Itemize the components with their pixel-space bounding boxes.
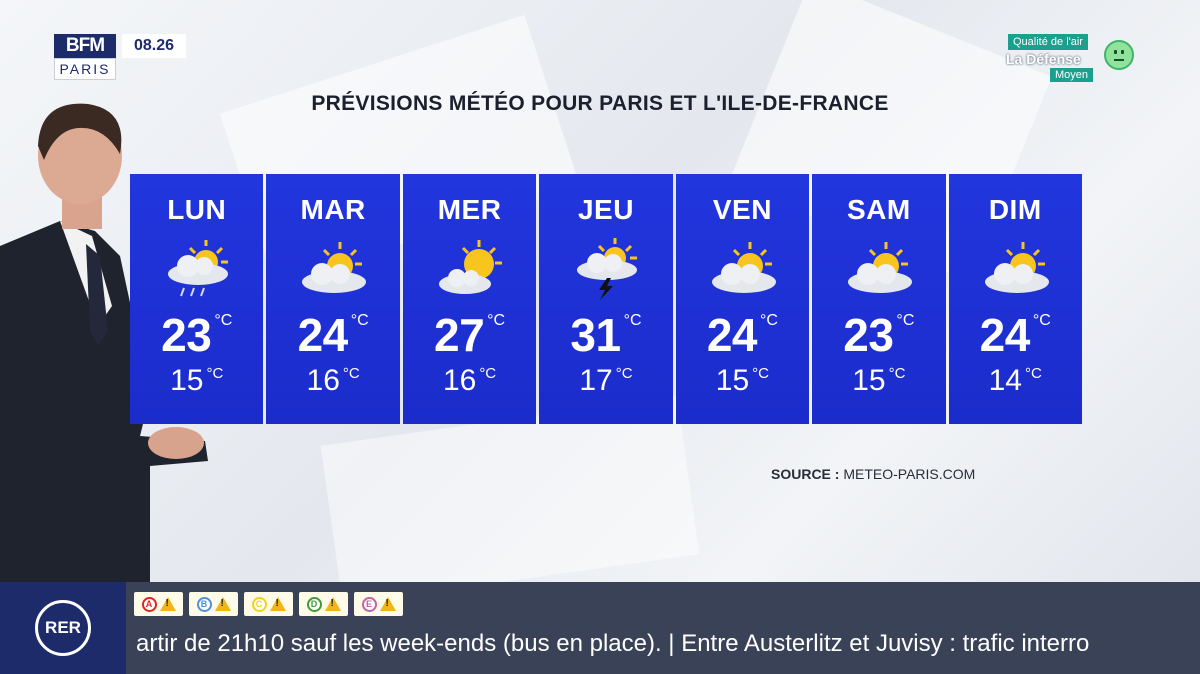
warning-icon	[379, 597, 396, 611]
day-name: JEU	[577, 194, 634, 225]
warning-icon	[214, 597, 231, 611]
rer-line-status: E	[354, 592, 403, 616]
max-temperature: 23 °C	[161, 309, 233, 361]
source-credit: SOURCE : METEO-PARIS.COM	[771, 466, 975, 482]
rer-line-letter: D	[306, 596, 322, 612]
day-card: MER 27 °C 16 °C	[402, 174, 537, 424]
min-temperature: 15 °C	[170, 364, 224, 397]
page-title: PRÉVISIONS MÉTÉO POUR PARIS ET L'ILE-DE-…	[311, 92, 889, 115]
sun-cloud-icon	[711, 242, 776, 293]
air-quality-level: Moyen	[1050, 68, 1094, 82]
day-name: MER	[437, 194, 502, 225]
sun-cloud-icon	[984, 242, 1049, 293]
day-card: JEU 31 °C 17 °C	[539, 174, 673, 424]
logo-city: PARIS	[54, 58, 116, 80]
rer-line-letter: E	[361, 596, 377, 612]
rer-line-status: C	[244, 592, 293, 616]
day-name: LUN	[167, 194, 227, 225]
min-temperature: 16 °C	[442, 364, 497, 397]
presenter	[0, 103, 208, 586]
day-name: VEN	[712, 194, 772, 225]
max-temperature: 24 °C	[297, 309, 369, 361]
source-value: METEO-PARIS.COM	[843, 466, 976, 482]
channel-logo: BFM PARIS	[54, 34, 116, 82]
sun-cloud-storm-icon	[577, 238, 638, 300]
day-card: SAM 23 °C 15 °C	[812, 174, 946, 424]
sun-cloud-icon	[438, 240, 502, 294]
air-quality-widget: Qualité de l'air La Défense Moyen	[1002, 34, 1142, 84]
day-card: DIM 24 °C 14 °C	[948, 174, 1082, 424]
logo-brand: BFM	[54, 34, 116, 58]
day-name: SAM	[846, 194, 911, 225]
background-shape	[320, 395, 700, 605]
rer-badge: RER	[35, 600, 91, 656]
rer-line-status: A	[134, 592, 183, 616]
warning-icon	[159, 597, 176, 611]
air-quality-place: La Défense	[1006, 51, 1081, 67]
rer-badge-box: RER	[0, 582, 126, 674]
rer-line-status: D	[299, 592, 348, 616]
sun-cloud-icon	[302, 242, 367, 293]
max-temperature: 27 °C	[433, 309, 506, 361]
min-temperature: 14 °C	[988, 364, 1042, 397]
min-temperature: 16 °C	[306, 364, 360, 397]
max-temperature: 31 °C	[570, 309, 642, 361]
sun-cloud-rain-icon	[168, 240, 228, 297]
max-temperature: 23 °C	[843, 309, 915, 361]
warning-icon	[269, 597, 286, 611]
day-card: LUN 23 °C 15 °C	[130, 174, 264, 424]
news-ticker: RER A B C D E artir de 21h10 sauf les we…	[0, 582, 1200, 674]
min-temperature: 15 °C	[852, 364, 906, 397]
day-card: VEN 24 °C 15 °C	[675, 174, 810, 424]
source-label: SOURCE :	[771, 466, 840, 482]
warning-icon	[324, 597, 341, 611]
rer-line-letter: C	[251, 596, 267, 612]
rer-line-letter: B	[196, 596, 212, 612]
max-temperature: 24 °C	[979, 309, 1051, 361]
neutral-face-icon	[1104, 40, 1134, 70]
min-temperature: 15 °C	[715, 364, 769, 397]
day-name: DIM	[988, 194, 1042, 225]
forecast-panel: LUN 23 °C 15 °C MAR 24 °C 16 °C MER 27 °C	[130, 174, 1082, 424]
min-temperature: 17 °C	[579, 364, 633, 397]
clock: 08.26	[122, 34, 186, 58]
max-temperature: 24 °C	[706, 309, 778, 361]
day-name: MAR	[300, 194, 366, 225]
sun-cloud-icon	[848, 242, 913, 293]
day-card: MAR 24 °C 16 °C	[266, 174, 400, 424]
rer-line-status: B	[189, 592, 238, 616]
rer-line-letter: A	[141, 596, 157, 612]
ticker-text: artir de 21h10 sauf les week-ends (bus e…	[136, 630, 1090, 657]
rer-line-status-list: A B C D E	[134, 592, 403, 616]
air-quality-title: Qualité de l'air	[1008, 34, 1088, 50]
